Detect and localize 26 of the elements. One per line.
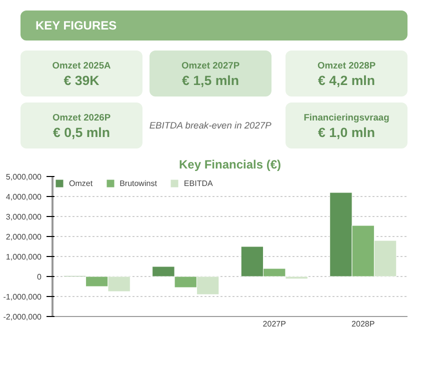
x-tick-label: 2027P: [262, 320, 286, 328]
y-tick-label: 5,000,000: [6, 172, 42, 182]
text: EBITDA break-even in 2027P: [149, 120, 272, 130]
text: € 0,5 mln: [52, 125, 110, 140]
text: € 1,0 mln: [318, 125, 376, 140]
y-tick-label: 1,000,000: [6, 252, 42, 262]
text: KEY FIGURES: [36, 18, 117, 32]
y-tick-label: 3,000,000: [6, 212, 42, 222]
text: € 4,2 mln: [318, 73, 376, 88]
x-tick-label: 2028P: [352, 320, 375, 328]
text: Omzet 2025A: [52, 60, 112, 70]
y-tick-label: -2,000,000: [3, 312, 42, 322]
text: € 39K: [64, 73, 100, 88]
legend-label: EBITDA: [184, 178, 213, 188]
text: Omzet 2026P: [52, 112, 111, 122]
chart-title: Key Financials (€): [178, 158, 282, 172]
y-tick-label: 4,000,000: [6, 192, 42, 202]
legend-label: Omzet: [69, 178, 93, 188]
text: Omzet 2027P: [181, 60, 240, 70]
text: € 1,5 mln: [182, 73, 240, 88]
text: Financieringsvraag: [304, 112, 390, 122]
text: Omzet 2028P: [317, 60, 376, 70]
legend-label: Brutowinst: [120, 178, 157, 188]
y-tick-label: -1,000,000: [3, 292, 42, 302]
y-tick-label: 2,000,000: [6, 232, 42, 242]
y-tick-label: 0: [37, 272, 42, 282]
